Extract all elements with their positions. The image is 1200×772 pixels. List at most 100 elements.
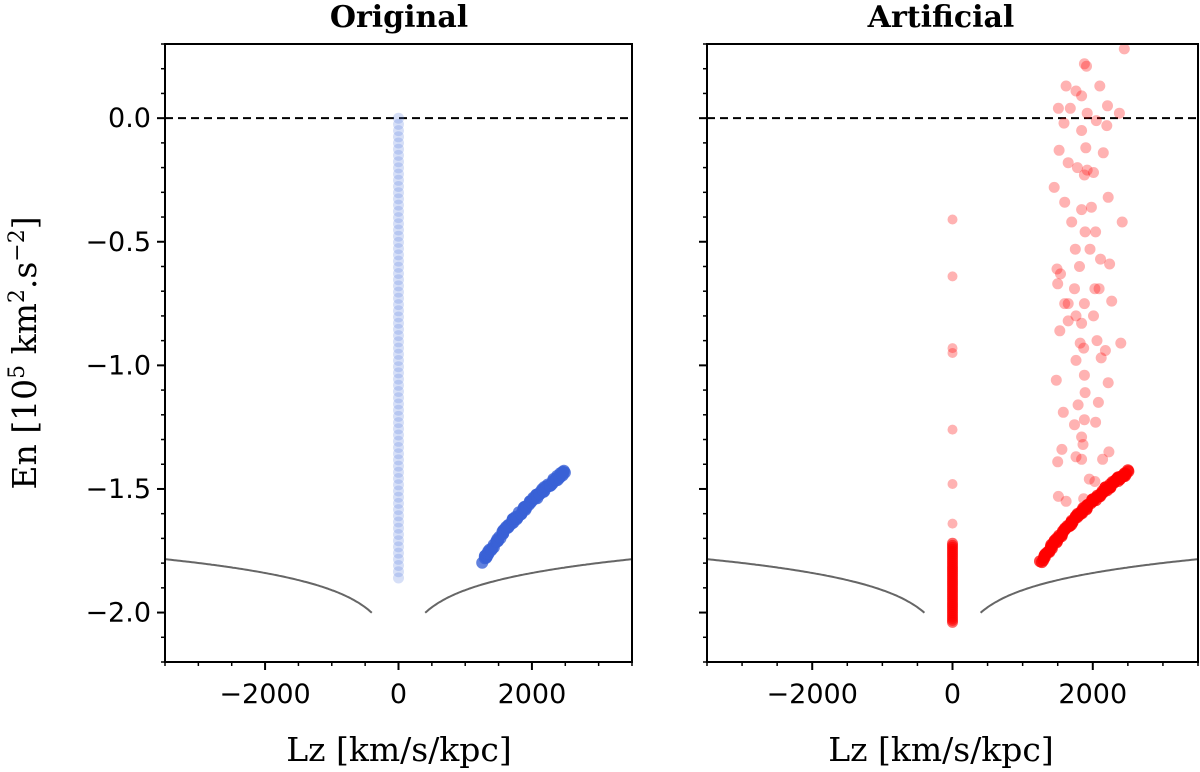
- data-point: [393, 268, 404, 279]
- data-point: [1055, 268, 1066, 280]
- data-point: [1106, 295, 1118, 307]
- data-point: [393, 392, 404, 404]
- data-point: [393, 162, 404, 174]
- data-point: [1062, 315, 1074, 327]
- data-point: [393, 497, 404, 509]
- data-point: [393, 386, 404, 397]
- data-point: [393, 280, 404, 292]
- data-point: [393, 181, 404, 192]
- data-point: [1052, 278, 1064, 290]
- y-axis-label: En [105 km2.s−2]: [5, 216, 45, 489]
- data-point: [393, 355, 404, 366]
- data-point: [1101, 120, 1113, 132]
- data-point: [393, 429, 404, 441]
- data-point: [1104, 258, 1116, 270]
- data-point: [1053, 144, 1065, 156]
- data-point: [393, 137, 404, 149]
- data-point: [1081, 164, 1093, 176]
- data-point: [1064, 102, 1076, 114]
- data-point: [1099, 345, 1111, 356]
- data-point: [393, 118, 404, 130]
- data-point: [393, 466, 404, 478]
- data-point: [1095, 352, 1107, 364]
- data-point: [393, 547, 404, 559]
- data-point: [393, 131, 404, 143]
- data-point: [1102, 100, 1113, 112]
- data-point: [393, 423, 404, 435]
- data-point: [393, 255, 404, 267]
- panel-original: Original −2000 0 2000 0.0 −0.5 −1.0 −1.5 −2.0 L…: [5, 0, 633, 769]
- data-point: [1080, 142, 1092, 154]
- data-point: [393, 398, 404, 410]
- data-point: [393, 149, 404, 161]
- x-axis-label-original: Lz [km/s/kpc]: [286, 730, 512, 769]
- data-point: [1058, 117, 1070, 129]
- data-point: [1059, 298, 1071, 310]
- data-point: [1076, 125, 1088, 136]
- data-point: [393, 305, 404, 317]
- panel-artificial: Artificial −2000 0 2000 Lz [km/s/kpc]: [699, 0, 1199, 769]
- data-point: [1060, 495, 1072, 507]
- data-point: [393, 125, 404, 137]
- x-tick-label: 2000: [1058, 679, 1127, 710]
- data-point: [1089, 283, 1101, 295]
- data-point: [393, 541, 404, 553]
- data-point: [1078, 493, 1090, 505]
- data-point: [393, 218, 404, 230]
- data-point: [393, 504, 404, 516]
- data-point: [393, 236, 404, 248]
- data-point: [1078, 298, 1090, 310]
- data-point: [393, 112, 404, 124]
- data-point: [393, 286, 404, 298]
- data-point: [1048, 181, 1060, 193]
- envelope-curve: [165, 558, 632, 614]
- data-point: [393, 379, 404, 391]
- data-point: [1076, 90, 1088, 102]
- data-point: [1093, 283, 1105, 295]
- data-point: [1052, 490, 1064, 502]
- data-point: [393, 224, 404, 236]
- data-point: [1072, 399, 1084, 411]
- data-point: [947, 479, 958, 489]
- data-point: [393, 174, 404, 186]
- data-point: [393, 249, 404, 261]
- data-point: [1091, 335, 1103, 347]
- data-point: [1115, 337, 1127, 349]
- data-point: [393, 199, 404, 211]
- data-point: [1090, 416, 1102, 428]
- data-point: [1069, 419, 1080, 431]
- data-point: [1077, 439, 1089, 450]
- data-point: [393, 442, 404, 453]
- data-point: [1084, 243, 1096, 255]
- data-point: [1054, 325, 1066, 337]
- data-point: [393, 373, 404, 385]
- data-point: [393, 168, 404, 180]
- data-point: [1078, 169, 1090, 181]
- data-point: [393, 205, 404, 217]
- data-point: [1078, 58, 1090, 70]
- data-point: [393, 479, 404, 491]
- y-tick-label: 0.0: [108, 103, 151, 134]
- data-point: [1074, 261, 1085, 272]
- y-tick-label: −1.5: [85, 474, 151, 505]
- data-point: [1090, 226, 1102, 238]
- data-point: [1076, 431, 1088, 443]
- y-tick-label: −2.0: [85, 598, 151, 629]
- data-point: [1122, 465, 1135, 478]
- data-point: [1089, 476, 1101, 487]
- data-point: [393, 529, 404, 540]
- data-point: [1062, 157, 1074, 169]
- data-point: [1109, 476, 1120, 487]
- data-point: [393, 491, 404, 503]
- data-point: [393, 361, 404, 373]
- data-point: [1118, 44, 1130, 55]
- data-point: [393, 485, 404, 497]
- data-point: [393, 460, 404, 472]
- data-point: [393, 367, 404, 379]
- data-point: [1094, 80, 1106, 92]
- points-original: [393, 112, 571, 584]
- data-point: [1076, 453, 1088, 465]
- x-tick-label: 0: [390, 679, 407, 710]
- y-tick-label: −0.5: [85, 227, 151, 258]
